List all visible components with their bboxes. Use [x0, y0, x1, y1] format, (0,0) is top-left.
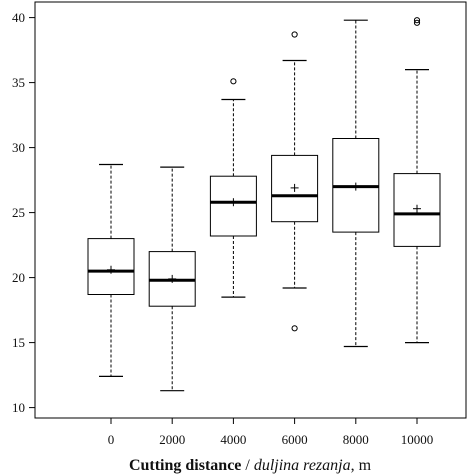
- box-group: [393, 17, 441, 344]
- box-group: [87, 163, 135, 377]
- x-tick-label: 10000: [401, 432, 434, 447]
- box-group: [271, 31, 319, 332]
- box-group: [332, 19, 380, 348]
- outlier-point: [413, 17, 421, 24]
- y-tick-label: 40: [12, 10, 25, 25]
- x-axis-title-separator: /: [241, 457, 253, 474]
- y-tick-label: 25: [12, 205, 25, 220]
- y-tick-label: 10: [12, 400, 25, 415]
- outlier-point: [230, 78, 237, 85]
- x-tick-label: 0: [108, 432, 115, 447]
- y-tick-label: 30: [12, 140, 25, 155]
- boxes: [87, 17, 441, 392]
- box-group: [209, 78, 257, 298]
- x-axis-title-unit: , m: [351, 457, 372, 474]
- x-axis-title-main: Cutting distance: [129, 457, 241, 474]
- x-axis: 0 2000 4000 6000 8000 10000: [108, 418, 434, 447]
- plot-frame: [34, 1, 467, 419]
- x-axis-title: Cutting distance / duljina rezanja, m: [129, 457, 372, 474]
- outlier-point: [413, 19, 421, 26]
- x-tick-label: 6000: [282, 432, 308, 447]
- y-tick-label: 35: [12, 75, 25, 90]
- outlier-point: [291, 325, 298, 332]
- x-axis-title-translation: duljina rezanja: [254, 457, 351, 474]
- y-axis: 10 15 20 25 30 35 40: [12, 10, 35, 415]
- iqr-box: [87, 238, 135, 296]
- y-tick-label: 20: [12, 270, 25, 285]
- x-tick-label: 4000: [220, 432, 246, 447]
- box-group: [148, 166, 196, 392]
- outlier-point: [291, 31, 298, 38]
- x-tick-label: 2000: [159, 432, 185, 447]
- y-tick-label: 15: [12, 335, 25, 350]
- x-tick-label: 8000: [343, 432, 369, 447]
